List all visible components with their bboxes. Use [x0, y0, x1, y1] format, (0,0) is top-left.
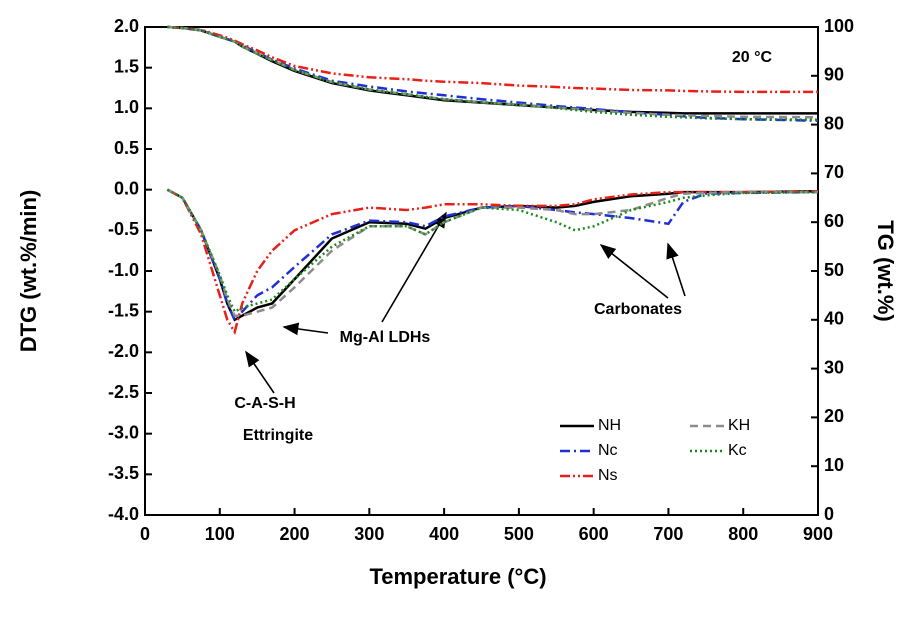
- y2-tick-label: 80: [824, 113, 844, 133]
- y-tick-label: -3.5: [108, 463, 139, 483]
- y2-tick-label: 30: [824, 357, 844, 377]
- x-tick-label: 700: [653, 524, 683, 544]
- x-tick-label: 500: [504, 524, 534, 544]
- y2-tick-label: 40: [824, 309, 844, 329]
- y2-tick-label: 100: [824, 16, 854, 36]
- annotation: Mg-Al LDHs: [340, 329, 431, 346]
- y2-tick-label: 60: [824, 211, 844, 231]
- x-tick-label: 800: [728, 524, 758, 544]
- dtg-line: [166, 188, 819, 314]
- y-tick-label: 0.0: [114, 178, 139, 198]
- y2-tick-label: 70: [824, 162, 844, 182]
- x-axis-title: Temperature (°C): [369, 564, 546, 589]
- x-tick-label: 200: [280, 524, 310, 544]
- annotation: 20 °C: [732, 49, 773, 66]
- x-tick-label: 100: [205, 524, 235, 544]
- tg-line: [167, 25, 818, 94]
- legend-label: KH: [728, 417, 750, 434]
- x-tick-label: 600: [579, 524, 609, 544]
- legend-label: Kc: [728, 442, 747, 459]
- y-tick-label: -2.0: [108, 341, 139, 361]
- dtg-line: [166, 188, 819, 323]
- x-tick-label: 400: [429, 524, 459, 544]
- x-tick-label: 900: [803, 524, 833, 544]
- tg-line: [167, 25, 818, 115]
- tg-line: [167, 25, 819, 122]
- y2-tick-label: 0: [824, 504, 834, 524]
- y-tick-label: -1.5: [108, 300, 139, 320]
- x-tick-label: 0: [140, 524, 150, 544]
- annotation: Ettringite: [243, 427, 313, 444]
- y-axis-title: DTG (wt.%/min): [16, 190, 41, 353]
- dtg-line: [166, 188, 818, 317]
- y-tick-label: 1.5: [114, 56, 139, 76]
- y-tick-label: 2.0: [114, 16, 139, 36]
- y2-tick-label: 90: [824, 65, 844, 85]
- y-tick-label: -2.5: [108, 382, 139, 402]
- y-tick-label: -1.0: [108, 260, 139, 280]
- y2-axis-title: TG (wt.%): [873, 220, 898, 321]
- legend-label: Nc: [598, 442, 618, 459]
- y2-tick-label: 50: [824, 260, 844, 280]
- arrow: [245, 350, 275, 394]
- annotation: Carbonates: [594, 301, 682, 318]
- y-tick-label: 0.5: [114, 138, 139, 158]
- arrow: [666, 242, 686, 297]
- y-tick-label: 1.0: [114, 97, 139, 117]
- arrow: [599, 244, 669, 299]
- y2-tick-label: 10: [824, 455, 844, 475]
- x-tick-label: 300: [354, 524, 384, 544]
- annotation: C-A-S-H: [234, 395, 295, 412]
- y-tick-label: -0.5: [108, 219, 139, 239]
- legend-label: NH: [598, 417, 621, 434]
- y2-tick-label: 20: [824, 406, 844, 426]
- legend-label: Ns: [598, 467, 618, 484]
- y-tick-label: -3.0: [108, 422, 139, 442]
- dtg-line: [166, 188, 819, 336]
- tg-line: [167, 25, 819, 121]
- arrow: [282, 322, 329, 336]
- y-tick-label: -4.0: [108, 504, 139, 524]
- arrow: [381, 211, 447, 323]
